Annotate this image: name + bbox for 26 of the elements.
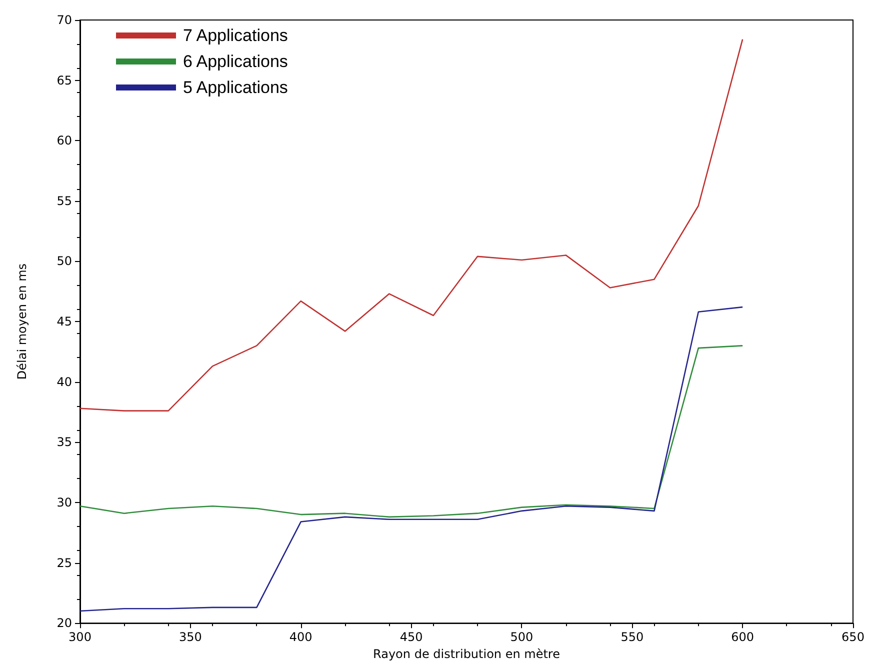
legend-label: 5 Applications: [183, 78, 288, 97]
x-axis-title: Rayon de distribution en mètre: [373, 647, 560, 661]
line-series: [79, 306, 744, 612]
y-tick-label: 40: [56, 374, 72, 389]
y-tick-label: 50: [56, 254, 72, 268]
y-tick-label: 65: [56, 73, 72, 88]
y-tick-label: 55: [56, 194, 72, 208]
y-axis-title: Délai moyen en ms: [15, 263, 29, 380]
y-tick-label: 25: [56, 556, 72, 570]
x-tick-label: 550: [620, 630, 644, 644]
x-tick-label: 650: [842, 630, 864, 644]
y-tick-label: 35: [56, 435, 72, 450]
legend-label: 6 Applications: [183, 52, 288, 71]
y-tick-label: 45: [56, 314, 72, 329]
y-tick-label: 60: [56, 134, 72, 148]
legend-label: 7 Applications: [183, 26, 288, 45]
x-tick-label: 450: [400, 630, 423, 644]
y-tick-label: 70: [56, 13, 72, 27]
x-tick-label: 300: [68, 630, 92, 644]
x-tick-label: 600: [731, 630, 754, 644]
x-tick-label: 500: [510, 630, 534, 644]
y-tick-label: 20: [56, 616, 72, 630]
x-tick-label: 350: [178, 630, 202, 644]
line-series: [79, 345, 744, 518]
x-tick-label: 400: [289, 630, 312, 644]
y-tick-label: 30: [56, 495, 72, 510]
